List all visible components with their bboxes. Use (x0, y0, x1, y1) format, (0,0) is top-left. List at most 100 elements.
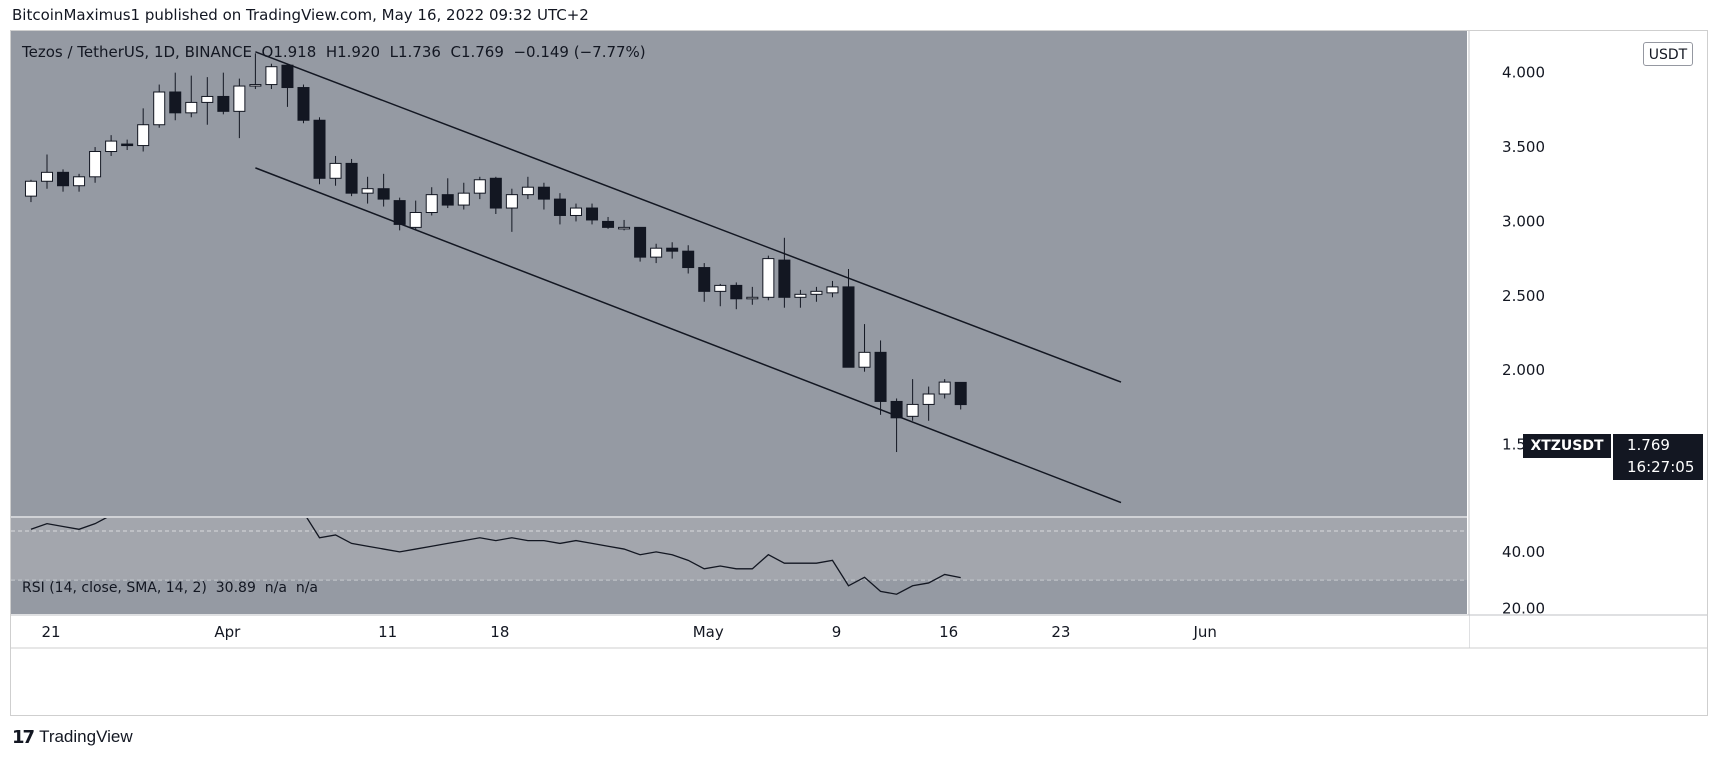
candle[interactable] (698, 263, 711, 302)
date-tick-label: Apr (214, 623, 241, 641)
candle[interactable] (778, 237, 791, 308)
high-label: H (325, 43, 338, 61)
price-tick-label: 2.500 (1502, 287, 1545, 305)
candle-body-up (618, 226, 631, 230)
candle[interactable] (377, 173, 390, 207)
candle[interactable] (73, 173, 86, 192)
candle-body-up (794, 293, 807, 298)
candle[interactable] (329, 155, 342, 186)
candle[interactable] (938, 379, 951, 399)
candle[interactable] (858, 324, 871, 372)
date-tick-label: 21 (41, 623, 60, 641)
candle[interactable] (810, 286, 823, 302)
candle[interactable] (746, 286, 759, 305)
candle[interactable] (457, 182, 470, 210)
footer-brand[interactable]: 17 TradingView (12, 722, 133, 752)
candle[interactable] (794, 289, 807, 308)
close-label: C (450, 43, 461, 61)
candle[interactable] (345, 158, 358, 197)
high-value: 1.920 (337, 43, 381, 61)
candle[interactable] (505, 188, 518, 232)
candle-body-up (233, 85, 246, 112)
candle[interactable] (297, 84, 310, 124)
candle[interactable] (682, 245, 695, 274)
candle[interactable] (265, 63, 278, 90)
publisher-header: BitcoinMaximus1 published on TradingView… (12, 6, 589, 24)
candle[interactable] (249, 53, 262, 90)
currency-button[interactable]: USDT (1643, 42, 1693, 66)
candle[interactable] (874, 340, 887, 415)
candle[interactable] (137, 108, 150, 152)
candle[interactable] (842, 269, 855, 368)
candle-body-up (650, 247, 663, 258)
candle[interactable] (569, 203, 582, 222)
candle[interactable] (105, 135, 118, 156)
candle[interactable] (41, 154, 53, 189)
candle-body-up (473, 179, 486, 194)
candle[interactable] (537, 182, 550, 210)
candle[interactable] (425, 187, 438, 216)
candle[interactable] (650, 243, 663, 264)
time-axis[interactable] (11, 615, 1469, 648)
candle[interactable] (153, 84, 166, 128)
candle[interactable] (714, 283, 727, 307)
candle[interactable] (906, 379, 919, 421)
candle[interactable] (473, 176, 486, 200)
candle-body-down (682, 250, 695, 269)
candle-body-up (425, 194, 438, 214)
candle-body-down (602, 220, 615, 228)
candle[interactable] (634, 226, 647, 262)
candle[interactable] (618, 219, 631, 231)
candle[interactable] (185, 75, 198, 118)
candle[interactable] (169, 72, 182, 121)
candle-body-up (73, 176, 86, 187)
candle[interactable] (553, 193, 566, 225)
candle-body-down (217, 95, 230, 112)
candle[interactable] (730, 282, 743, 310)
candle[interactable] (521, 176, 534, 200)
candle[interactable] (57, 169, 70, 192)
price-pane[interactable] (11, 31, 1467, 516)
candle[interactable] (409, 200, 422, 231)
candle-body-down (890, 400, 903, 419)
price-axis[interactable] (1469, 31, 1707, 615)
candle[interactable] (826, 280, 839, 298)
rsi-tick-label: 40.00 (1502, 543, 1545, 561)
close-value: 1.769 (460, 43, 504, 61)
candle[interactable] (441, 178, 454, 209)
candle[interactable] (762, 255, 775, 301)
candle[interactable] (313, 117, 326, 185)
upper-channel-trendline[interactable] (255, 51, 1122, 383)
candle[interactable] (201, 77, 214, 125)
rsi-na-2: n/a (295, 580, 319, 596)
candle[interactable] (281, 63, 294, 107)
rsi-na-1: n/a (264, 580, 287, 596)
candle-body-up (938, 381, 951, 395)
candle-body-up (361, 188, 374, 194)
candle-body-up (922, 393, 935, 405)
candle[interactable] (217, 72, 230, 115)
candle[interactable] (393, 197, 406, 231)
candle[interactable] (890, 398, 903, 453)
low-value: 1.736 (397, 43, 441, 61)
candle[interactable] (89, 147, 102, 183)
candle-body-down (874, 351, 887, 402)
candle[interactable] (24, 179, 37, 203)
candle[interactable] (489, 176, 502, 214)
candle-body-up (521, 186, 534, 196)
candle[interactable] (954, 381, 967, 410)
candle[interactable] (586, 203, 599, 225)
candle[interactable] (602, 216, 615, 229)
candle[interactable] (361, 176, 374, 204)
rsi-line (30, 518, 961, 595)
date-tick-label: 23 (1051, 623, 1070, 641)
open-label: O (261, 43, 274, 61)
candle[interactable] (922, 386, 935, 421)
candle[interactable] (233, 78, 246, 139)
candle-body-up (858, 351, 871, 368)
candle[interactable] (666, 242, 679, 259)
candle[interactable] (121, 139, 134, 151)
rsi-band (11, 518, 1467, 581)
candle-body-down (281, 64, 294, 89)
